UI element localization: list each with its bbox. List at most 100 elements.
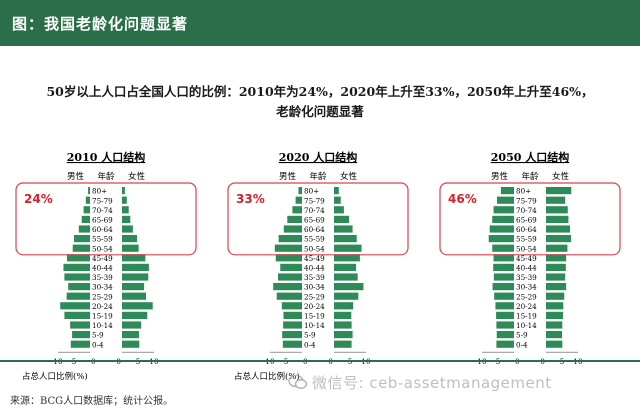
banner-title: 图：我国老龄化问题显著 (12, 15, 189, 33)
bar-female (546, 235, 571, 243)
source-note: 来源：BCG人口数据库；统计公报。 (10, 396, 174, 407)
bar-male (493, 273, 514, 281)
bar-female (546, 311, 563, 319)
age-label: 30-34 (92, 283, 113, 292)
bar-male (83, 206, 90, 214)
bar-male (298, 187, 302, 195)
bar-male (85, 196, 90, 204)
footer-divider (0, 360, 640, 362)
bar-male (493, 206, 514, 214)
bar-female (122, 235, 138, 243)
bar-female (122, 340, 140, 348)
age-label: 45-49 (516, 254, 537, 263)
bar-female (334, 340, 352, 348)
age-label: 45-49 (304, 254, 325, 263)
bar-male (295, 196, 302, 204)
bar-male (78, 225, 90, 233)
bar-female (334, 215, 350, 223)
bar-female (546, 273, 566, 281)
bar-female (122, 215, 131, 223)
bar-female (334, 321, 352, 329)
age-label: 5-9 (304, 331, 316, 340)
header-age: 年龄 (97, 171, 115, 182)
bar-female (334, 206, 344, 214)
bar-male (488, 235, 514, 243)
header-male: 男性 (491, 171, 509, 182)
bar-female (546, 331, 562, 339)
headline: 50岁以上人口占全国人口的比例：2010年为24%，2020年上升至33%，20… (20, 82, 620, 122)
age-label: 70-74 (304, 206, 325, 215)
header-female: 女性 (340, 171, 358, 182)
bar-female (546, 244, 568, 252)
bar-female (334, 254, 360, 262)
age-label: 35-39 (304, 273, 325, 282)
age-label: 0-4 (516, 340, 528, 349)
bar-male (275, 254, 302, 262)
bar-female (122, 321, 142, 329)
age-label: 50-54 (304, 244, 325, 253)
bar-female (122, 302, 153, 310)
age-label: 80+ (516, 187, 531, 196)
bar-female (546, 225, 570, 233)
bar-female (122, 273, 149, 281)
bar-female (334, 292, 359, 300)
bar-male (60, 302, 90, 310)
bar-female (334, 196, 341, 204)
age-label: 35-39 (516, 273, 537, 282)
bar-male (492, 244, 514, 252)
highlight-box (439, 182, 621, 256)
age-label: 65-69 (304, 216, 325, 225)
bar-female (546, 292, 565, 300)
bar-female (546, 321, 563, 329)
bar-male (72, 331, 90, 339)
age-label: 75-79 (304, 196, 325, 205)
bar-male (274, 244, 302, 252)
highlight-label: 24% (24, 192, 53, 206)
chart-title: 2020 人口结构 (279, 150, 357, 164)
bar-male (278, 235, 302, 243)
bar-female (334, 273, 358, 281)
x-axis-label: 占总人口比例(%) (234, 371, 300, 382)
age-label: 55-59 (304, 235, 325, 244)
bar-female (334, 244, 362, 252)
bar-female (122, 283, 145, 291)
bar-male (74, 235, 90, 243)
bar-female (122, 254, 146, 262)
header-female: 女性 (128, 171, 146, 182)
age-label: 35-39 (92, 273, 113, 282)
age-label: 25-29 (516, 292, 537, 301)
age-label: 40-44 (304, 264, 325, 273)
age-label: 30-34 (304, 283, 325, 292)
bar-male (81, 215, 90, 223)
age-label: 80+ (304, 187, 319, 196)
header-male: 男性 (279, 171, 297, 182)
bar-male (70, 321, 90, 329)
bar-male (496, 311, 514, 319)
age-label: 45-49 (92, 254, 113, 263)
bar-male (64, 273, 90, 281)
bar-female (334, 302, 354, 310)
bar-male (500, 187, 514, 195)
age-label: 0-4 (304, 340, 316, 349)
bar-female (546, 215, 569, 223)
age-label: 75-79 (516, 196, 537, 205)
age-label: 25-29 (304, 292, 325, 301)
age-label: 15-19 (304, 312, 325, 321)
bar-male (493, 254, 514, 262)
bar-male (283, 321, 302, 329)
age-label: 50-54 (92, 244, 113, 253)
bar-male (273, 283, 302, 291)
age-label: 15-19 (516, 312, 537, 321)
bar-female (122, 331, 139, 339)
age-label: 15-19 (92, 312, 113, 321)
bar-male (72, 244, 90, 252)
age-label: 20-24 (516, 302, 537, 311)
bar-male (66, 254, 90, 262)
watermark-text: 微信号: ceb-assetmanagement (312, 374, 552, 392)
bar-male (278, 273, 302, 281)
header-male: 男性 (67, 171, 85, 182)
bar-male (282, 340, 302, 348)
headline-line-2: 老龄化问题显著 (276, 104, 364, 119)
bar-female (334, 263, 357, 271)
